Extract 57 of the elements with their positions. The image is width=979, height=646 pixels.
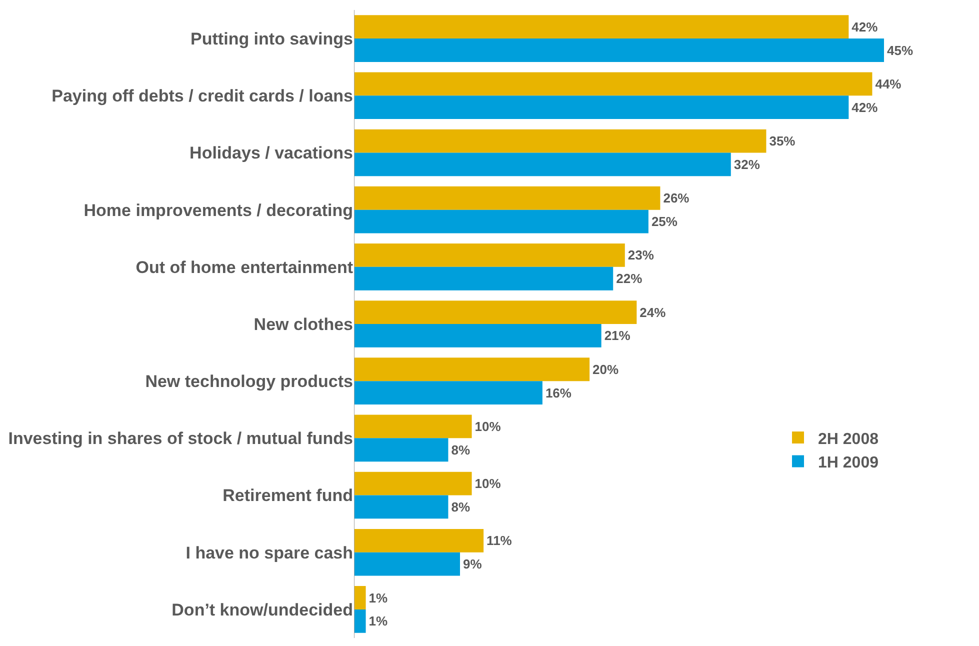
data-label: 8% [451,499,470,514]
y-tick-label: Putting into savings [190,30,353,48]
bar [354,438,448,462]
bar [354,586,366,610]
bar [354,358,590,382]
y-tick-label: New technology products [145,372,353,392]
bar [354,38,884,62]
y-tick-label: Paying off debts / credit cards / loans [52,86,353,106]
bar [354,129,766,153]
data-label: 10% [474,418,502,434]
bar [354,244,625,267]
data-label: 24% [640,304,666,320]
bar [354,300,637,324]
data-label: 32% [734,156,760,172]
data-label: 35% [769,134,796,149]
data-label: 16% [545,385,572,400]
data-label: 20% [592,362,620,377]
y-tick-label: Don’t know/undecided [172,600,353,620]
y-tick-label: Out of home entertainment [136,258,354,277]
legend-label: 2H 2008 [818,430,879,448]
data-label: 1% [368,614,388,629]
data-label: 22% [616,271,643,286]
data-label: 26% [663,190,690,206]
bar [354,528,484,552]
y-tick-label: Investing in shares of stock / mutual funds [8,429,353,448]
bar [354,552,460,576]
data-label: 10% [474,476,502,492]
y-tick-label: Home improvements / decorating [84,200,353,220]
data-label: 8% [451,442,470,458]
data-label: 42% [852,100,878,115]
bar [354,96,849,120]
bar [354,72,872,96]
data-label: 23% [628,248,654,263]
bar [354,210,648,234]
bar [354,266,614,290]
y-tick-label: Retirement fund [222,486,353,506]
bar [354,186,660,210]
data-label: 11% [486,533,512,548]
data-label: 44% [875,76,902,92]
bar [354,472,472,496]
data-label: 45% [887,42,914,58]
legend-label: 1H 2009 [818,454,879,472]
y-tick-label: Holidays / vacations [190,144,353,163]
bar [354,414,472,438]
data-label: 9% [463,556,482,572]
bar [354,152,731,176]
data-label: 25% [651,214,678,230]
bar [354,324,602,348]
data-label: 42% [852,19,878,34]
y-tick-label: New clothes [254,314,353,334]
bar [354,609,366,633]
bar [354,381,542,404]
data-label: 21% [604,328,631,344]
data-label: 1% [368,590,388,606]
bar [354,15,849,39]
bar [354,495,448,519]
y-tick-label: I have no spare cash [186,543,353,562]
